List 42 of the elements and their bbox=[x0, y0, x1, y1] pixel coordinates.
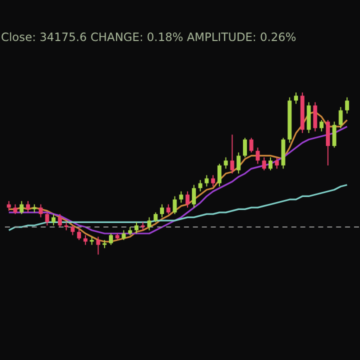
candlestick bbox=[52, 214, 56, 226]
candlestick bbox=[345, 96, 350, 114]
candlestick bbox=[294, 92, 298, 104]
candlestick bbox=[154, 212, 158, 223]
candlestick bbox=[313, 102, 318, 132]
candlestick bbox=[256, 147, 260, 164]
candlestick bbox=[211, 174, 216, 188]
candlestick bbox=[77, 228, 82, 240]
candlestick bbox=[13, 204, 18, 215]
candlestick bbox=[6, 200, 11, 212]
candlestick bbox=[230, 134, 234, 174]
candlestick bbox=[45, 212, 50, 226]
candlestick bbox=[332, 121, 336, 148]
chart-title: Close: 34175.6 CHANGE: 0.18% AMPLITUDE: 0.26% bbox=[0, 30, 296, 44]
candlestick bbox=[70, 224, 75, 236]
candlestick bbox=[274, 156, 279, 170]
candlestick bbox=[198, 180, 202, 192]
candlestick bbox=[58, 214, 62, 228]
candlestick bbox=[204, 174, 209, 188]
candlestick bbox=[242, 137, 247, 158]
candlestick bbox=[224, 156, 228, 170]
candlestick bbox=[26, 200, 30, 213]
candlestick bbox=[179, 190, 184, 204]
candlestick bbox=[217, 163, 222, 188]
candlestick bbox=[96, 236, 100, 256]
candlestick bbox=[268, 156, 272, 171]
candlestick bbox=[186, 190, 190, 208]
candlestick bbox=[160, 204, 164, 218]
candlestick bbox=[262, 156, 266, 171]
candlestick bbox=[20, 200, 24, 215]
candlestick bbox=[134, 222, 138, 234]
candlestick bbox=[122, 230, 126, 240]
candlestick bbox=[320, 120, 324, 132]
candlestick bbox=[192, 184, 196, 208]
candlestick bbox=[338, 106, 343, 129]
candlestick bbox=[38, 204, 43, 218]
candlestick bbox=[83, 234, 88, 246]
candlestick bbox=[166, 204, 170, 215]
candlestick bbox=[172, 196, 177, 215]
candlestick bbox=[108, 233, 113, 246]
candlestick bbox=[249, 137, 254, 153]
candlestick bbox=[236, 152, 241, 174]
